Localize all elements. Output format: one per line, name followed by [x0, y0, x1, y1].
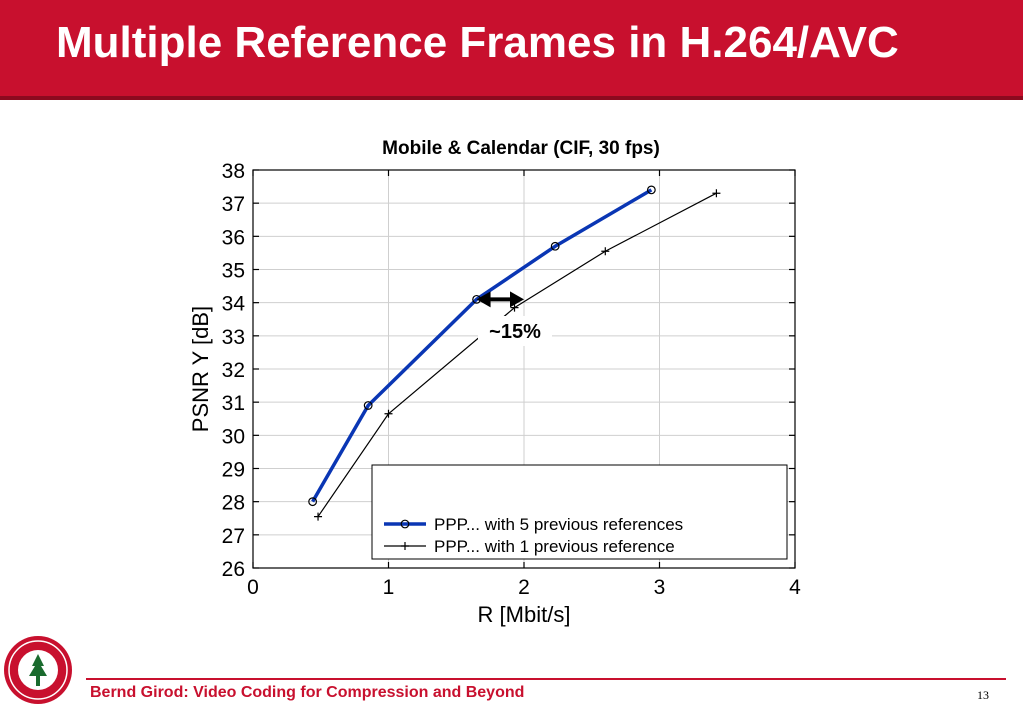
- series-1-ref-point: [601, 247, 610, 256]
- annotation-label-bg: [478, 316, 552, 346]
- series-1-ref-point: [510, 303, 519, 312]
- y-tick-label: 33: [222, 326, 245, 349]
- y-tick-label: 26: [222, 558, 245, 581]
- legend-marker: [400, 519, 410, 529]
- series-1-ref-point: [384, 409, 393, 418]
- y-tick-label: 32: [222, 359, 245, 382]
- x-tick-label: 3: [654, 576, 666, 599]
- y-tick-label: 35: [222, 260, 245, 283]
- y-tick-label: 36: [222, 226, 245, 249]
- y-tick-label: 38: [222, 160, 245, 183]
- legend-label: PPP... with 1 previous reference: [434, 537, 675, 556]
- series-5-refs-point: [363, 401, 373, 410]
- x-tick-label: 0: [247, 576, 259, 599]
- y-tick-label: 29: [222, 459, 245, 482]
- legend-label: PPP... with 5 previous references: [434, 515, 683, 534]
- y-tick-label: 34: [222, 293, 246, 316]
- page-number: 13: [977, 688, 989, 702]
- annotation-label: ~15%: [489, 321, 541, 343]
- y-tick-label: 31: [222, 392, 245, 415]
- annotation-arrowhead-left: [476, 291, 491, 308]
- series-5-refs-point: [550, 241, 560, 251]
- x-tick-label: 4: [789, 576, 801, 599]
- slide-title: Multiple Reference Frames in H.264/AVC: [56, 18, 899, 67]
- x-axis-label: R [Mbit/s]: [478, 602, 571, 627]
- series-1-ref-point: [712, 189, 721, 198]
- series-5-refs-point: [308, 497, 318, 507]
- chart-legend: PPP... with 5 previous references PPP... …: [371, 464, 788, 560]
- annotation-arrowhead-right: [510, 291, 524, 308]
- legend-marker: [401, 542, 409, 550]
- x-tick-label: 2: [518, 576, 530, 599]
- annotation-layer: ~15%: [476, 291, 552, 346]
- y-axis-label: PSNR Y [dB]: [188, 306, 213, 432]
- rd-chart: Mobile & Calendar (CIF, 30 fps) 0 1 2 3 4262…: [188, 138, 802, 627]
- series-1-ref-point: [314, 512, 323, 521]
- chart-title: Mobile & Calendar (CIF, 30 fps): [382, 138, 660, 159]
- y-tick-label: 27: [222, 525, 245, 548]
- y-tick-label: 30: [222, 425, 245, 448]
- stanford-seal-icon: [4, 636, 72, 704]
- series-5-refs-point: [646, 185, 656, 195]
- x-tick-label: 1: [383, 576, 395, 599]
- footer-line: [86, 678, 1006, 680]
- footer-text: Bernd Girod: Video Coding for Compressio…: [90, 684, 525, 701]
- header-bar: Multiple Reference Frames in H.264/AVC: [0, 0, 1023, 100]
- y-tick-label: 28: [222, 492, 245, 515]
- legend-box: [371, 464, 788, 560]
- y-tick-label: 37: [222, 193, 245, 216]
- axis-ticks: [252, 169, 796, 569]
